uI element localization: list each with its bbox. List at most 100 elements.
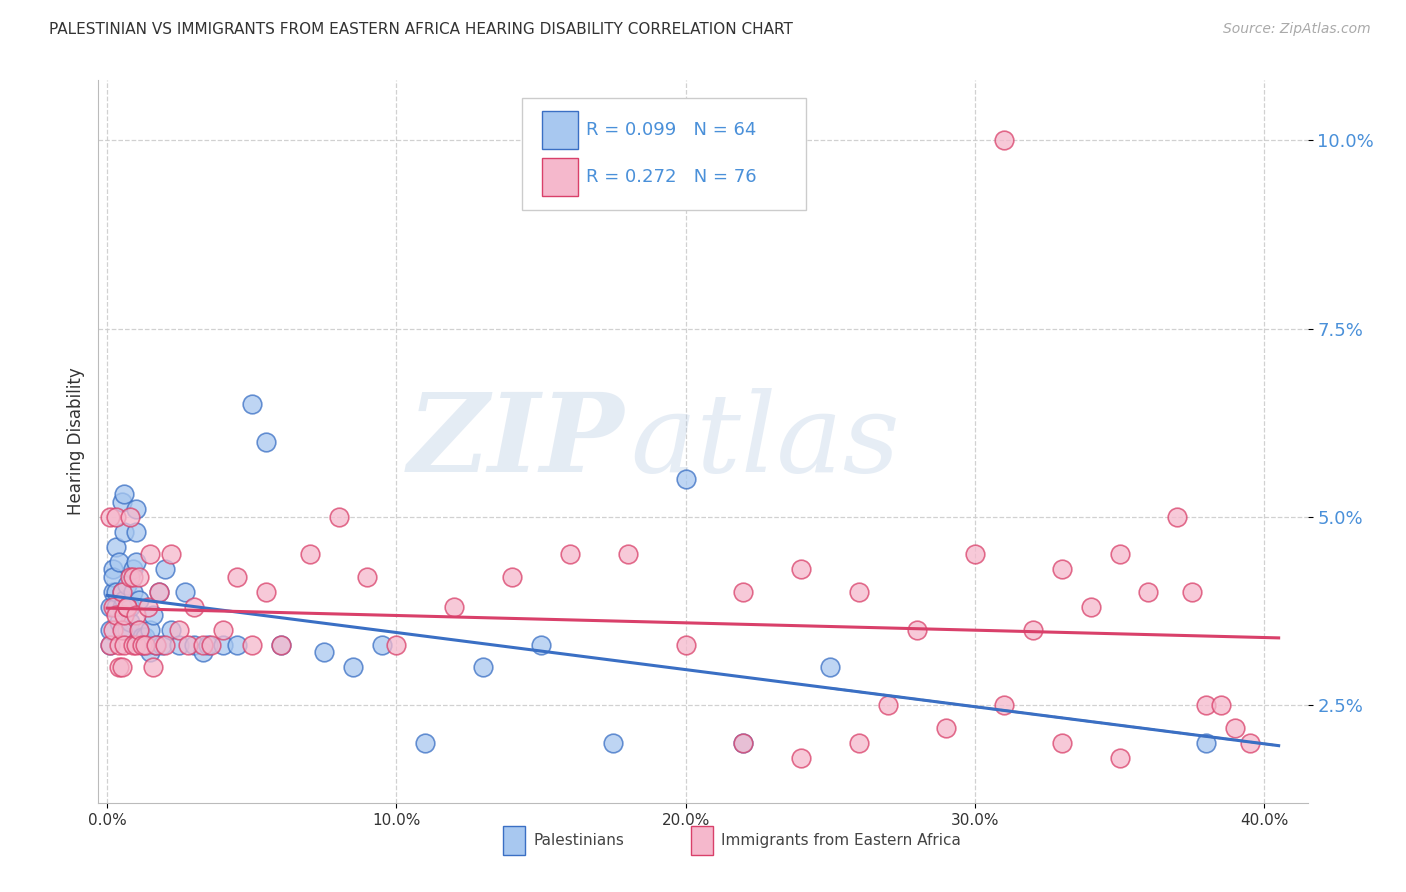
Point: [472, 660, 495, 674]
Point: [211, 638, 233, 652]
Point: [139, 623, 162, 637]
Point: [114, 607, 136, 622]
Point: [159, 548, 181, 562]
Text: Source: ZipAtlas.com: Source: ZipAtlas.com: [1223, 22, 1371, 37]
Point: [145, 638, 167, 652]
Point: [104, 585, 127, 599]
Point: [191, 645, 214, 659]
Bar: [503, 826, 526, 855]
Point: [134, 630, 156, 644]
Point: [254, 585, 277, 599]
Point: [150, 638, 173, 652]
Point: [848, 585, 870, 599]
Point: [1209, 698, 1232, 712]
Point: [101, 623, 124, 637]
Point: [1181, 585, 1204, 599]
Point: [342, 660, 364, 674]
Point: [371, 638, 394, 652]
Point: [142, 660, 165, 674]
Bar: [543, 112, 578, 149]
Point: [602, 735, 624, 749]
Point: [153, 638, 176, 652]
Point: [675, 472, 697, 486]
Point: [110, 585, 132, 599]
Point: [148, 585, 170, 599]
Point: [114, 623, 136, 637]
Point: [122, 562, 145, 576]
Point: [104, 600, 127, 615]
Point: [174, 585, 197, 599]
Point: [240, 638, 263, 652]
Point: [110, 494, 132, 508]
Point: [131, 630, 153, 644]
Point: [385, 638, 408, 652]
Point: [101, 585, 124, 599]
Point: [142, 607, 165, 622]
Point: [98, 600, 121, 615]
Point: [1050, 562, 1073, 576]
Text: Immigrants from Eastern Africa: Immigrants from Eastern Africa: [721, 833, 962, 848]
Point: [120, 570, 142, 584]
Point: [963, 548, 986, 562]
Point: [617, 548, 640, 562]
Point: [1050, 735, 1073, 749]
Point: [101, 600, 124, 615]
Point: [905, 623, 928, 637]
Point: [530, 638, 553, 652]
Point: [820, 660, 842, 674]
Point: [848, 735, 870, 749]
Point: [298, 548, 321, 562]
Point: [200, 638, 222, 652]
Point: [114, 524, 136, 539]
Point: [169, 638, 191, 652]
Point: [139, 548, 162, 562]
Point: [107, 638, 129, 652]
Point: [128, 623, 150, 637]
Point: [125, 607, 148, 622]
Point: [240, 397, 263, 411]
Point: [110, 600, 132, 615]
Point: [128, 623, 150, 637]
Point: [413, 735, 436, 749]
Point: [128, 570, 150, 584]
Point: [98, 638, 121, 652]
Point: [101, 570, 124, 584]
Point: [191, 638, 214, 652]
Point: [101, 562, 124, 576]
Point: [1166, 509, 1188, 524]
Point: [134, 638, 156, 652]
Point: [122, 585, 145, 599]
Text: R = 0.272   N = 76: R = 0.272 N = 76: [586, 168, 756, 186]
Text: R = 0.099   N = 64: R = 0.099 N = 64: [586, 121, 756, 139]
Point: [328, 509, 350, 524]
Point: [145, 638, 167, 652]
Text: PALESTINIAN VS IMMIGRANTS FROM EASTERN AFRICA HEARING DISABILITY CORRELATION CHA: PALESTINIAN VS IMMIGRANTS FROM EASTERN A…: [49, 22, 793, 37]
Point: [120, 509, 142, 524]
Point: [148, 585, 170, 599]
Point: [877, 698, 900, 712]
Point: [1080, 600, 1102, 615]
Point: [128, 592, 150, 607]
Point: [104, 607, 127, 622]
Point: [270, 638, 292, 652]
Point: [104, 509, 127, 524]
Point: [153, 562, 176, 576]
Point: [114, 592, 136, 607]
Point: [733, 585, 755, 599]
Point: [117, 600, 139, 615]
Point: [169, 623, 191, 637]
Point: [125, 502, 148, 516]
Point: [183, 600, 205, 615]
Point: [993, 133, 1015, 147]
Point: [104, 540, 127, 554]
Point: [733, 735, 755, 749]
Point: [1108, 548, 1130, 562]
Point: [98, 509, 121, 524]
Point: [136, 638, 159, 652]
Point: [790, 750, 813, 764]
Point: [120, 615, 142, 630]
Point: [226, 638, 249, 652]
Point: [131, 638, 153, 652]
Point: [107, 615, 129, 630]
Point: [107, 660, 129, 674]
